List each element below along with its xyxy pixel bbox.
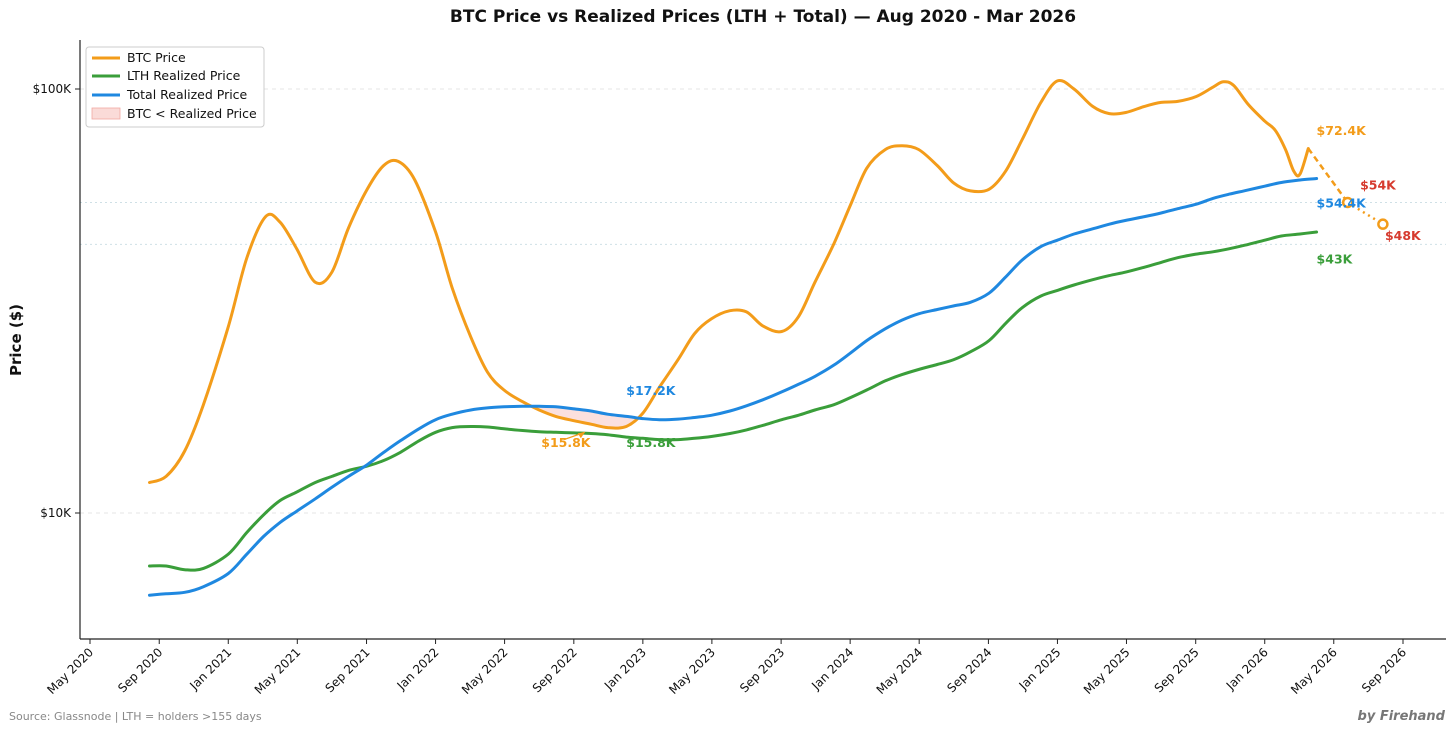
- x-tick-label: May 2023: [666, 645, 718, 697]
- x-tick-label: Jan 2023: [601, 645, 649, 693]
- x-tick-label: May 2022: [459, 645, 511, 697]
- annotation-target-54k: $54K: [1360, 177, 1397, 192]
- x-tick-label: May 2026: [1288, 645, 1340, 697]
- legend: BTC Price LTH Realized Price Total Reali…: [85, 46, 265, 128]
- legend-label-lth: LTH Realized Price: [127, 68, 241, 83]
- x-tick-label: Sep 2023: [737, 645, 787, 695]
- annotation-arrowhead: [577, 432, 585, 439]
- x-tick-label: Sep 2026: [1359, 645, 1409, 695]
- lth-realized-line: [148, 230, 1319, 572]
- btc-price-line: [148, 78, 1310, 484]
- annotation-total-end: $54.4K: [1317, 196, 1368, 211]
- x-tick-label: May 2025: [1081, 645, 1133, 697]
- projection-marker-54k: [1341, 196, 1354, 209]
- brand-credit: by Firehand: [1358, 709, 1446, 724]
- x-tick-label: May 2021: [252, 645, 304, 697]
- legend-label-total: Total Realized Price: [126, 87, 248, 102]
- x-tick-label: May 2020: [44, 645, 96, 697]
- annotation-btc-low: $15.8K: [541, 435, 592, 450]
- projection-marker-48k: [1377, 218, 1389, 230]
- annotation-btc-end: $72.4K: [1317, 123, 1368, 138]
- x-tick-label: Sep 2020: [115, 645, 165, 695]
- y-axis-label: Price ($): [7, 304, 25, 376]
- y-tick-label: $100K: [33, 82, 73, 96]
- x-tick-label: Sep 2021: [322, 645, 372, 695]
- x-tick-label: Jan 2025: [1016, 645, 1064, 693]
- x-tick-label: Jan 2021: [186, 645, 234, 693]
- legend-label-fill: BTC < Realized Price: [127, 106, 257, 121]
- shaded-region: [528, 406, 647, 428]
- projection-dashed-line: [1307, 147, 1349, 204]
- x-tick-label: May 2024: [874, 645, 926, 697]
- series: [148, 78, 1319, 597]
- projection: [1307, 147, 1389, 230]
- annotation-lth-low: $15.8K: [626, 435, 677, 450]
- x-tick-label: Sep 2024: [944, 645, 994, 695]
- y-tick-label: $10K: [40, 506, 72, 520]
- x-tick-label: Sep 2022: [530, 645, 580, 695]
- projection-dotted-line: [1346, 201, 1384, 226]
- annotation-target-48k: $48K: [1385, 228, 1422, 243]
- axes: [79, 40, 1446, 640]
- annotation-total-low: $17.2K: [626, 383, 677, 398]
- legend-swatch-fill: [91, 107, 121, 120]
- chart-title: BTC Price vs Realized Prices (LTH + Tota…: [450, 7, 1076, 27]
- legend-label-btc: BTC Price: [127, 50, 186, 65]
- x-tick-label: Jan 2026: [1223, 645, 1271, 693]
- legend-box: [85, 46, 265, 128]
- x-tick-label: Jan 2024: [808, 645, 856, 693]
- x-ticks: May 2020 Sep 2020 Jan 2021 May 2021 Sep 2021…: [44, 639, 1409, 697]
- annotation-lth-end: $43K: [1317, 251, 1354, 266]
- grid: [80, 88, 1446, 514]
- y-ticks: $10K $100K: [33, 82, 80, 520]
- source-note: Source: Glassnode | LTH = holders >155 d…: [9, 710, 262, 723]
- annotations: $72.4K $54.4K $43K $54K $48K $17.2K $15.8K $15.…: [541, 123, 1422, 450]
- x-tick-label: Jan 2022: [394, 645, 442, 693]
- btc-below-realized-fill: [528, 406, 647, 428]
- total-realized-line: [148, 177, 1319, 597]
- x-tick-label: Sep 2025: [1152, 645, 1202, 695]
